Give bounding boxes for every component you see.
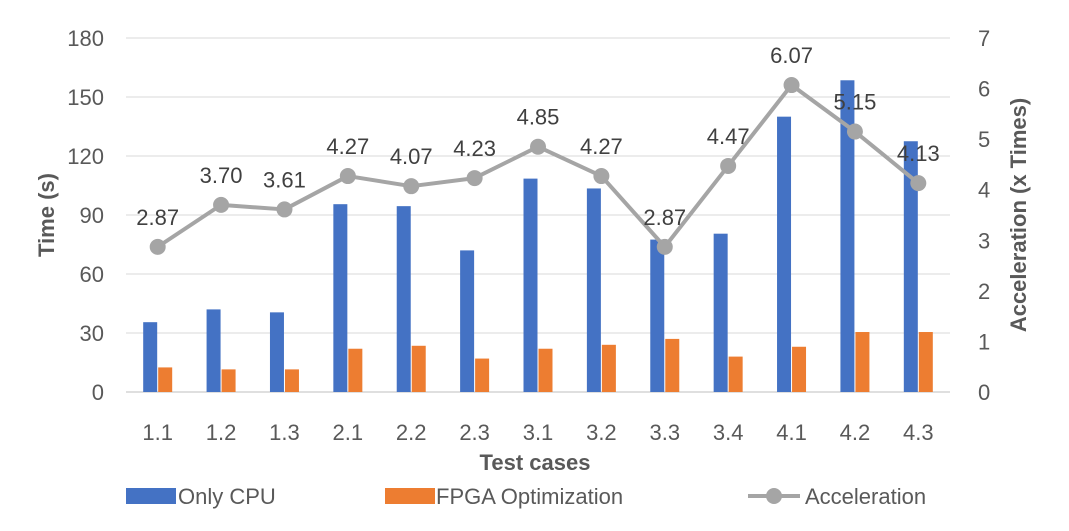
x-tick-label: 4.3	[903, 420, 934, 445]
acceleration-point	[213, 196, 230, 213]
acceleration-point	[149, 238, 166, 255]
bar-fpga-optimization	[411, 345, 426, 392]
acceleration-data-label: 2.87	[136, 205, 179, 230]
x-tick-label: 1.3	[269, 420, 300, 445]
bar-only-cpu	[903, 141, 918, 392]
legend-marker-acceleration	[766, 488, 782, 504]
x-tick-label: 3.3	[649, 420, 680, 445]
y-tick-label: 0	[92, 380, 104, 405]
acceleration-point	[530, 138, 546, 155]
bar-fpga-optimization	[475, 358, 490, 392]
acceleration-data-label: 6.07	[770, 43, 813, 68]
bar-fpga-optimization	[855, 332, 870, 392]
legend-swatch-fpga-optimization	[385, 488, 435, 504]
acceleration-data-label: 4.85	[517, 105, 560, 130]
bar-only-cpu	[269, 312, 284, 392]
acceleration-point	[403, 178, 420, 195]
bar-fpga-optimization	[348, 348, 363, 392]
y-tick-label: 180	[67, 26, 104, 51]
bar-only-cpu	[333, 204, 348, 392]
x-tick-label: 4.2	[840, 420, 871, 445]
legend-label-only-cpu: Only CPU	[178, 484, 276, 509]
y-tick-label: 120	[67, 144, 104, 169]
bar-fpga-optimization	[792, 346, 807, 392]
acceleration-point	[593, 168, 610, 185]
bar-only-cpu	[143, 322, 158, 392]
x-axis-title: Test cases	[480, 450, 591, 475]
acceleration-point	[466, 170, 483, 187]
bar-only-cpu	[206, 309, 221, 392]
acceleration-point	[276, 201, 293, 218]
bar-fpga-optimization	[665, 338, 680, 392]
y2-tick-label: 5	[978, 127, 990, 152]
axes: 0 30 60 90 120 150 180 0 1 2 3 4 5 6 7 1.1 1.2 1.3 2.1 2.2 2…	[34, 26, 1031, 475]
bar-marks	[143, 80, 933, 393]
gridlines	[126, 37, 950, 393]
x-tick-label: 4.1	[776, 420, 807, 445]
acceleration-data-label: 2.87	[643, 205, 686, 230]
acceleration-line-group	[149, 77, 927, 255]
x-tick-label: 1.2	[206, 420, 237, 445]
y2-tick-label: 3	[978, 228, 990, 253]
y-tick-label: 90	[80, 203, 104, 228]
y2-tick-label: 7	[978, 26, 990, 51]
acceleration-data-label: 4.07	[390, 144, 433, 169]
legend-swatch-only-cpu	[126, 488, 176, 504]
y2-tick-label: 4	[978, 178, 990, 203]
legend: Only CPU FPGA Optimization Acceleration	[126, 484, 926, 509]
bar-only-cpu	[777, 116, 792, 393]
y2-tick-label: 2	[978, 279, 990, 304]
bar-fpga-optimization	[601, 344, 616, 392]
legend-label-acceleration: Acceleration	[805, 484, 926, 509]
acceleration-point	[846, 123, 863, 140]
acceleration-data-label: 4.23	[453, 136, 496, 161]
legend-label-fpga-optimization: FPGA Optimization	[436, 484, 623, 509]
y2-tick-label: 0	[978, 380, 990, 405]
acceleration-data-label: 4.27	[326, 134, 369, 159]
bar-fpga-optimization	[538, 348, 553, 392]
acceleration-point	[910, 175, 927, 192]
y-tick-label: 30	[80, 321, 104, 346]
x-tick-label: 1.1	[142, 420, 173, 445]
bar-only-cpu	[840, 80, 855, 393]
x-tick-label: 2.2	[396, 420, 427, 445]
acceleration-point	[783, 77, 800, 94]
x-tick-label: 3.2	[586, 420, 617, 445]
y2-axis-title: Acceleration (x Times)	[1006, 98, 1031, 332]
x-tick-label: 3.4	[713, 420, 744, 445]
y-axis-title: Time (s)	[34, 173, 59, 257]
bar-fpga-optimization	[158, 367, 173, 392]
y-tick-label: 150	[67, 85, 104, 110]
bar-fpga-optimization	[728, 356, 743, 392]
acceleration-data-label: 4.13	[897, 141, 940, 166]
acceleration-data-label: 4.27	[580, 134, 623, 159]
bar-only-cpu	[460, 250, 475, 392]
bar-only-cpu	[396, 206, 411, 392]
x-tick-label: 3.1	[523, 420, 554, 445]
bar-fpga-optimization	[221, 369, 236, 392]
bar-only-cpu	[523, 178, 538, 392]
y-tick-label: 60	[80, 262, 104, 287]
bar-fpga-optimization	[284, 369, 299, 392]
acceleration-data-label: 4.47	[707, 124, 750, 149]
x-tick-label: 2.3	[459, 420, 490, 445]
bar-only-cpu	[650, 239, 665, 392]
acceleration-point	[720, 157, 737, 174]
acceleration-data-label: 3.70	[200, 163, 243, 188]
acceleration-data-label: 5.15	[834, 90, 877, 115]
y2-tick-label: 6	[978, 77, 990, 102]
acceleration-data-label: 3.61	[263, 167, 306, 192]
bar-fpga-optimization	[918, 332, 933, 392]
acceleration-point	[656, 238, 673, 255]
data-labels: 2.87 3.70 3.61 4.27 4.07 4.23 4.85 4.27 2.87 4.47…	[136, 43, 939, 230]
x-tick-label: 2.1	[333, 420, 364, 445]
bar-only-cpu	[713, 233, 728, 392]
acceleration-point	[339, 168, 356, 185]
bar-only-cpu	[586, 188, 601, 392]
y2-tick-label: 1	[978, 329, 990, 354]
